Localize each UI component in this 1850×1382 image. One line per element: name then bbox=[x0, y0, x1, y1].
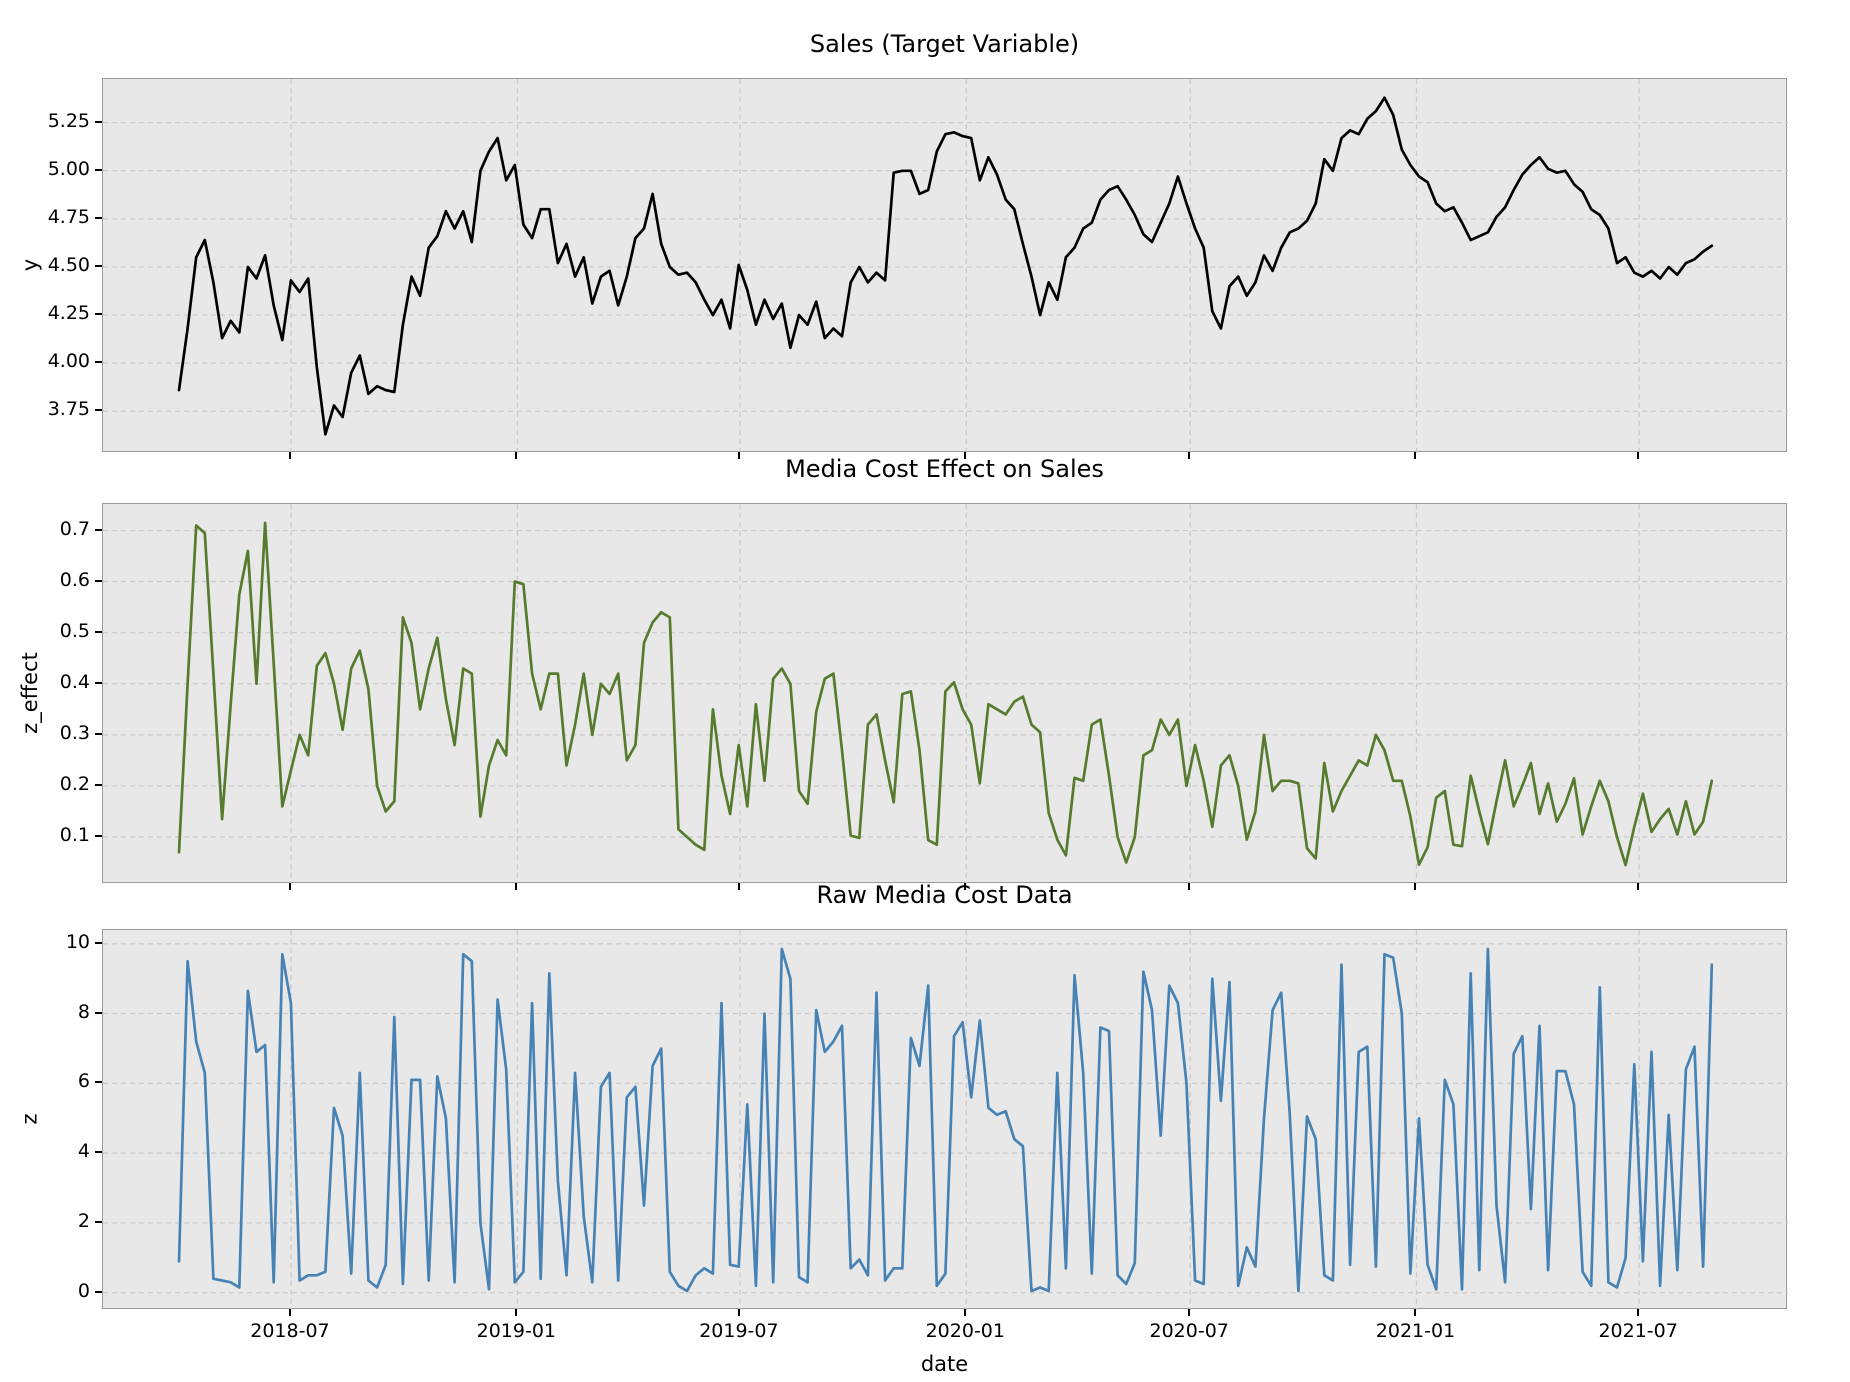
y-tick-label: 4.25 bbox=[47, 302, 90, 325]
x-tick-mark bbox=[1414, 452, 1417, 459]
x-tick-mark bbox=[288, 1309, 291, 1316]
y-tick-label: 0.2 bbox=[59, 772, 90, 795]
y-tick-mark bbox=[95, 409, 102, 412]
y-tick-label: 8 bbox=[77, 1000, 90, 1023]
y-axis-label-text: z bbox=[18, 1113, 42, 1125]
y-tick-label: 2 bbox=[77, 1209, 90, 1232]
x-tick-mark bbox=[1414, 1309, 1417, 1316]
x-tick-mark bbox=[1188, 883, 1191, 890]
x-tick-mark bbox=[737, 452, 740, 459]
sales-plot-area bbox=[102, 78, 1788, 453]
y-tick-mark bbox=[95, 264, 102, 267]
x-tick-mark bbox=[515, 1309, 518, 1316]
chart-title-sales: Sales (Target Variable) bbox=[809, 30, 1080, 58]
x-tick-mark bbox=[1637, 1309, 1640, 1316]
x-tick-label: 2019-01 bbox=[476, 1320, 556, 1342]
y-tick-label: 4.00 bbox=[47, 350, 90, 373]
raw_media_cost-line bbox=[177, 947, 1714, 1293]
y-tick-label: 4.50 bbox=[47, 253, 90, 276]
x-tick-mark bbox=[1637, 883, 1640, 890]
y-tick-mark bbox=[95, 783, 102, 786]
y-tick-label: 3.75 bbox=[47, 398, 90, 421]
x-tick-label: 2021-01 bbox=[1375, 1320, 1456, 1342]
y-tick-mark bbox=[95, 1011, 102, 1014]
y-tick-mark bbox=[95, 120, 102, 123]
x-tick-mark bbox=[964, 1309, 967, 1316]
y-tick-label: 5.25 bbox=[47, 109, 90, 132]
sales-line bbox=[177, 96, 1714, 436]
y-tick-mark bbox=[95, 528, 102, 531]
media_cost_effect-line bbox=[177, 521, 1714, 867]
x-tick-mark bbox=[515, 452, 518, 459]
x-tick-label: 2020-01 bbox=[925, 1320, 1005, 1342]
y-tick-label: 10 bbox=[65, 930, 90, 953]
y-tick-mark bbox=[95, 1151, 102, 1154]
media_cost_effect-canvas bbox=[103, 504, 1788, 884]
y-tick-label: 0.3 bbox=[59, 721, 90, 744]
chart-title-media-effect: Media Cost Effect on Sales bbox=[785, 455, 1104, 483]
y-tick-label: 0 bbox=[77, 1279, 90, 1302]
y-tick-mark bbox=[95, 1290, 102, 1293]
chart-title-raw-media: Raw Media Cost Data bbox=[816, 881, 1073, 909]
y-tick-mark bbox=[95, 835, 102, 837]
y-tick-mark bbox=[95, 216, 102, 219]
x-tick-mark bbox=[1637, 452, 1640, 459]
x-tick-mark bbox=[964, 452, 967, 459]
y-tick-mark bbox=[95, 630, 102, 633]
y-tick-mark bbox=[95, 361, 102, 364]
x-tick-mark bbox=[737, 1309, 740, 1316]
x-tick-mark bbox=[515, 883, 518, 890]
y-tick-label: 0.7 bbox=[59, 517, 90, 540]
y-axis-label-raw-media: z bbox=[8, 929, 52, 1309]
y-tick-mark bbox=[95, 579, 102, 582]
x-tick-mark bbox=[737, 883, 740, 890]
x-tick-label: 2021-07 bbox=[1598, 1320, 1678, 1342]
y-tick-mark bbox=[95, 941, 102, 944]
y-tick-mark bbox=[95, 732, 102, 735]
raw_media_cost-canvas bbox=[103, 930, 1788, 1310]
x-tick-mark bbox=[288, 883, 291, 890]
x-tick-mark bbox=[1414, 883, 1417, 890]
y-tick-label: 6 bbox=[77, 1070, 90, 1093]
y-tick-mark bbox=[95, 1220, 102, 1223]
y-tick-label: 0.1 bbox=[59, 824, 90, 846]
y-tick-mark bbox=[95, 681, 102, 684]
x-tick-mark bbox=[288, 452, 291, 459]
x-tick-mark bbox=[1188, 452, 1191, 459]
raw-media-plot-area bbox=[102, 929, 1788, 1310]
x-tick-label: 2020-07 bbox=[1149, 1320, 1229, 1342]
x-axis-label: date bbox=[920, 1352, 969, 1376]
y-tick-label: 0.6 bbox=[59, 568, 90, 591]
y-tick-mark bbox=[95, 313, 102, 316]
y-tick-mark bbox=[95, 1081, 102, 1084]
y-tick-label: 0.5 bbox=[59, 619, 90, 642]
media-effect-plot-area bbox=[102, 503, 1788, 884]
y-tick-label: 5.00 bbox=[47, 157, 90, 180]
x-tick-mark bbox=[964, 883, 967, 890]
y-tick-label: 0.4 bbox=[59, 670, 90, 693]
sales-canvas bbox=[103, 79, 1788, 453]
y-tick-label: 4.75 bbox=[47, 205, 90, 228]
x-tick-label: 2018-07 bbox=[250, 1320, 330, 1342]
x-tick-mark bbox=[1188, 1309, 1191, 1316]
x-tick-label: 2019-07 bbox=[699, 1320, 779, 1342]
y-tick-mark bbox=[95, 168, 102, 171]
y-tick-label: 4 bbox=[77, 1140, 90, 1163]
